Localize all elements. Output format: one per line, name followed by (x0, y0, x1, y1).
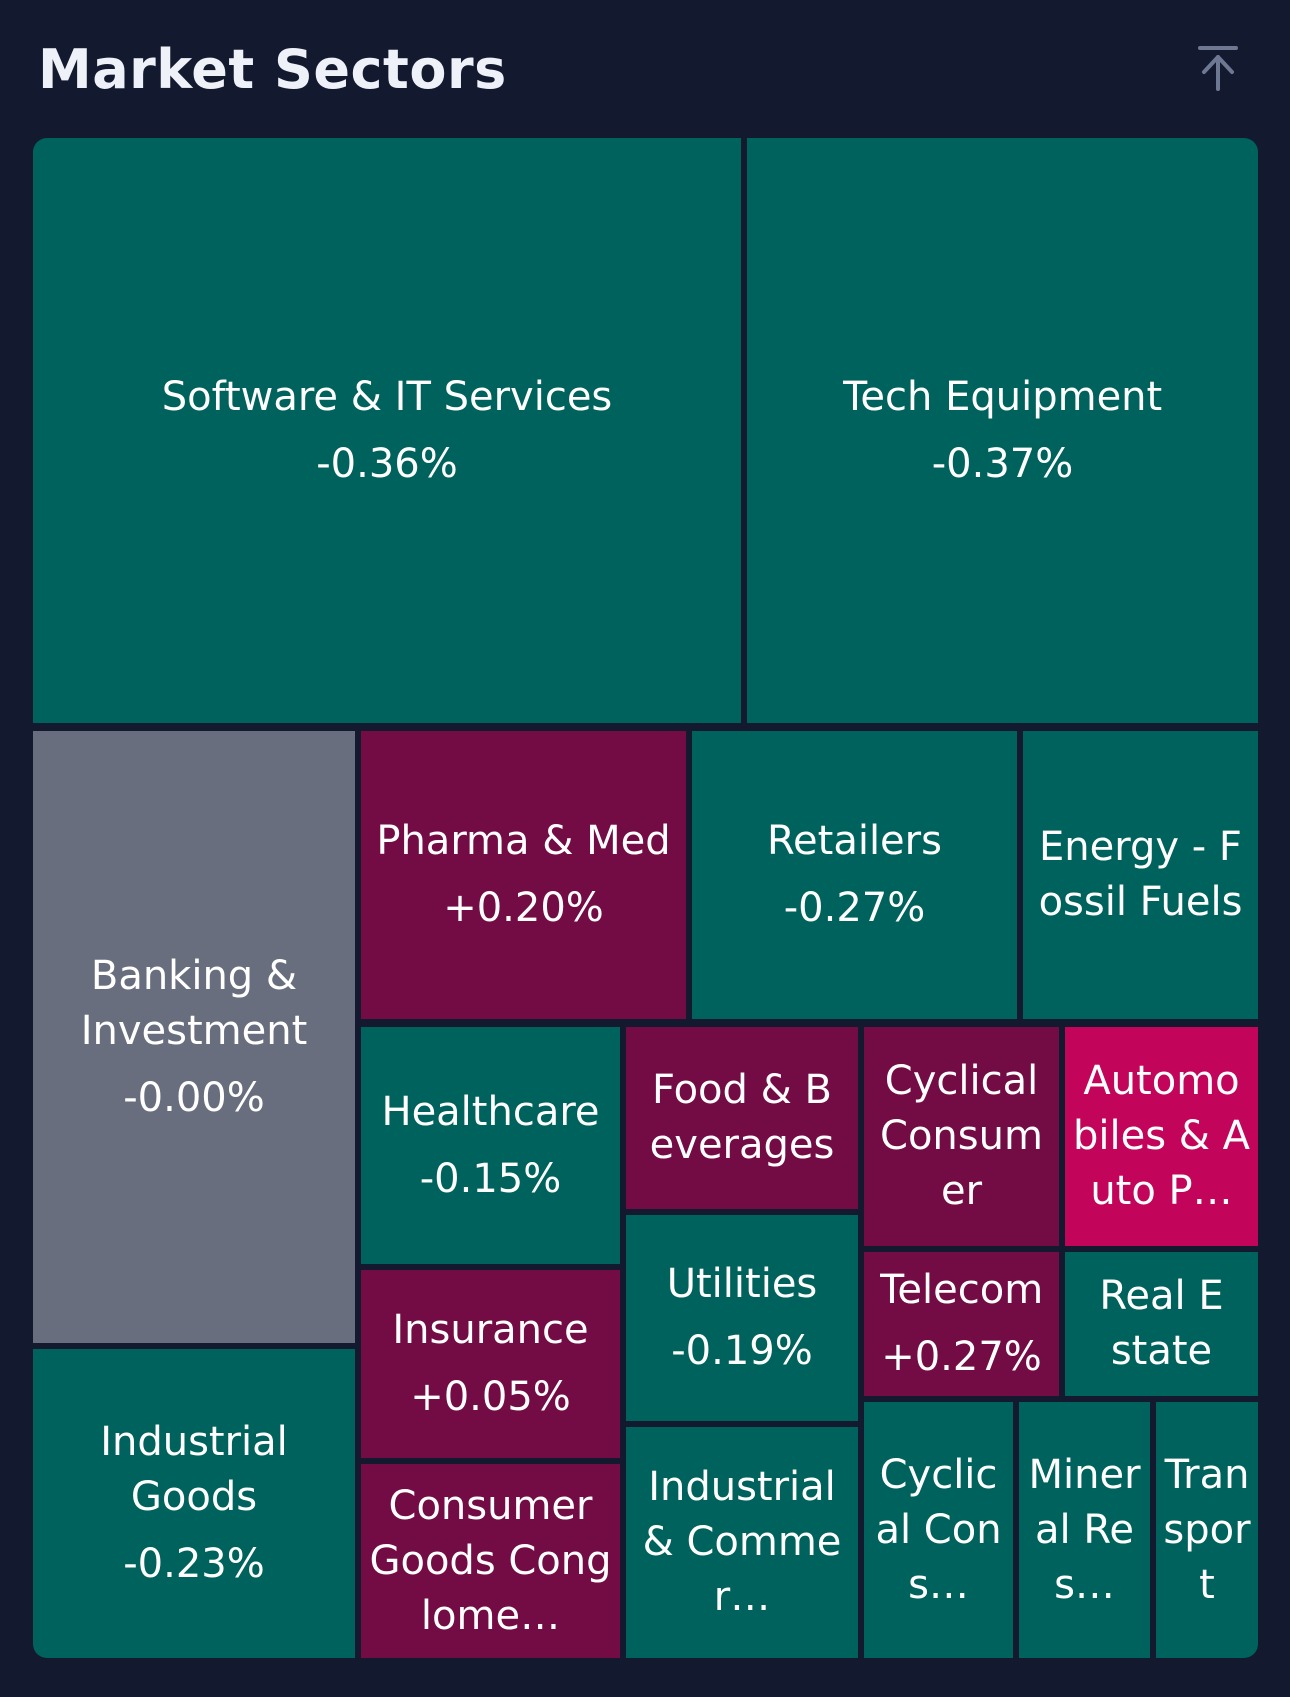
tile-insurance[interactable]: Insurance +0.05% (361, 1270, 620, 1458)
tile-label: Pharma & Med (376, 818, 671, 864)
tile-change: -0.23% (123, 1541, 265, 1587)
tile-change: -0.19% (671, 1328, 813, 1374)
collapse-up-icon (1198, 46, 1238, 91)
tile-label: Software & IT Services (161, 373, 613, 420)
tile-mineral-resources[interactable]: Mineral Res… (1019, 1402, 1150, 1658)
tile-industrial-commercial[interactable]: Industrial & Commer… (626, 1427, 858, 1658)
tile-change: -0.27% (783, 885, 926, 931)
tile-label: Food & Beverages (649, 1067, 835, 1168)
tile-label: Retailers (767, 818, 942, 864)
tile-transport[interactable]: Transport (1156, 1402, 1258, 1658)
tile-banking-investment[interactable]: Banking & Investment -0.00% (33, 731, 355, 1343)
tile-label: Energy - Fossil Fuels (1038, 824, 1243, 925)
tile-label: Banking & Investment (80, 952, 308, 1054)
tile-cyclical-consumer[interactable]: Cyclical Consumer (864, 1027, 1059, 1246)
tile-label: Tech Equipment (842, 373, 1163, 420)
tile-change: -0.15% (419, 1155, 562, 1202)
tile-label: Telecom (879, 1267, 1044, 1313)
tile-label: Cyclical Cons… (875, 1451, 1002, 1608)
tile-change: +0.20% (443, 885, 604, 931)
tile-label: Transport (1163, 1451, 1251, 1608)
tile-cyclical-consumer-services[interactable]: Cyclical Cons… (864, 1402, 1013, 1658)
tile-label: Industrial & Commer… (642, 1464, 842, 1620)
tile-label: Automobiles & Auto P… (1072, 1058, 1251, 1214)
tile-automobiles-auto-parts[interactable]: Automobiles & Auto P… (1065, 1027, 1258, 1246)
tile-label: Real Estate (1099, 1273, 1224, 1374)
tile-healthcare[interactable]: Healthcare -0.15% (361, 1027, 620, 1264)
tile-label: Industrial Goods (100, 1419, 288, 1520)
page-title: Market Sectors (38, 38, 507, 101)
tile-retailers[interactable]: Retailers -0.27% (692, 731, 1017, 1019)
tile-change: -0.36% (316, 440, 458, 487)
tile-energy-fossil-fuels[interactable]: Energy - Fossil Fuels (1023, 731, 1258, 1019)
tile-change: -0.00% (123, 1074, 265, 1121)
tile-label: Healthcare (381, 1088, 600, 1135)
tile-consumer-goods-conglomerates[interactable]: Consumer Goods Conglome… (361, 1464, 620, 1658)
tile-change: -0.37% (931, 440, 1074, 487)
tile-label: Insurance (392, 1307, 589, 1353)
tile-food-beverages[interactable]: Food & Beverages (626, 1027, 858, 1209)
tile-label: Consumer Goods Conglome… (369, 1482, 612, 1639)
tile-industrial-goods[interactable]: Industrial Goods -0.23% (33, 1349, 355, 1658)
tile-pharma-med[interactable]: Pharma & Med +0.20% (361, 731, 686, 1019)
collapse-button[interactable] (1190, 40, 1246, 96)
tile-label: Utilities (666, 1261, 818, 1307)
tile-label: Mineral Res… (1028, 1451, 1141, 1608)
tile-software-it-services[interactable]: Software & IT Services -0.36% (33, 138, 741, 723)
tile-tech-equipment[interactable]: Tech Equipment -0.37% (747, 138, 1258, 723)
tile-change: +0.05% (410, 1374, 571, 1420)
tile-utilities[interactable]: Utilities -0.19% (626, 1215, 858, 1421)
header: Market Sectors (0, 0, 1290, 140)
tile-change: +0.27% (881, 1334, 1042, 1380)
tile-telecom[interactable]: Telecom +0.27% (864, 1252, 1059, 1396)
tile-real-estate[interactable]: Real Estate (1065, 1252, 1258, 1396)
tile-label: Cyclical Consumer (880, 1058, 1043, 1214)
sector-treemap: Software & IT Services -0.36% Tech Equipme… (33, 138, 1258, 1658)
